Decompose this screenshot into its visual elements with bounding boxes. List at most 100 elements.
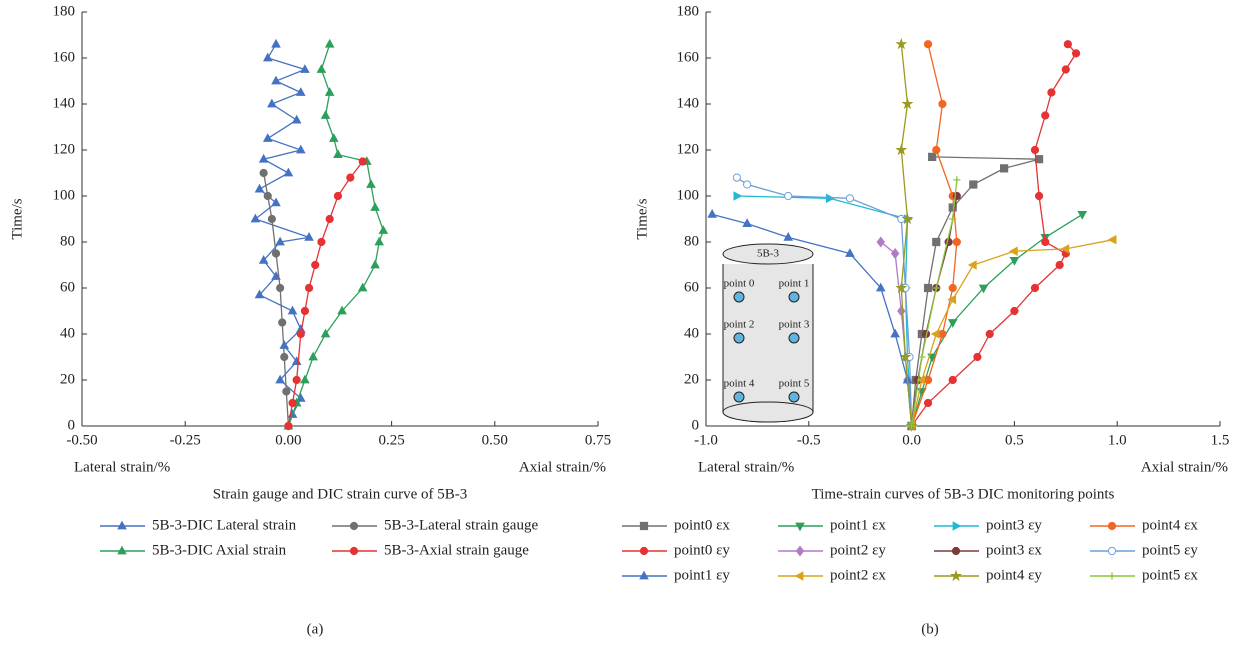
y-axis-label: Time/s — [9, 198, 25, 239]
marker — [952, 237, 961, 247]
marker — [890, 328, 900, 338]
marker — [949, 215, 957, 223]
y-tick-label: 180 — [677, 3, 700, 19]
marker — [1107, 521, 1117, 531]
x-label-left: Lateral strain/% — [74, 459, 170, 475]
marker — [311, 260, 320, 270]
marker — [897, 214, 906, 224]
series-line — [910, 239, 1114, 427]
marker — [932, 284, 940, 292]
series-line — [287, 161, 364, 427]
y-tick-label: 60 — [60, 279, 75, 295]
marker — [333, 149, 343, 158]
legend-label: point5 εx — [1142, 567, 1198, 583]
marker — [639, 570, 649, 580]
legend-label: point2 εy — [830, 542, 886, 558]
marker — [899, 350, 912, 363]
series-line — [736, 177, 913, 427]
marker — [795, 545, 805, 557]
x-tick-label: 1.5 — [1211, 432, 1230, 448]
marker — [1108, 572, 1116, 580]
marker — [1030, 283, 1040, 293]
marker — [978, 284, 989, 294]
x-tick-label: 0.5 — [1005, 432, 1024, 448]
marker — [333, 191, 343, 201]
marker — [918, 353, 926, 361]
marker — [795, 522, 805, 532]
marker — [275, 236, 285, 246]
y-tick-label: 60 — [684, 279, 699, 295]
marker — [349, 546, 359, 556]
inset-label: point 0 — [724, 278, 755, 290]
y-tick-label: 160 — [53, 49, 76, 65]
marker — [784, 191, 793, 201]
caption: (a) — [307, 621, 324, 637]
marker — [901, 212, 914, 225]
marker — [875, 282, 886, 292]
marker — [324, 87, 335, 96]
marker — [985, 329, 994, 339]
x-tick-label: 0.00 — [275, 432, 301, 448]
marker — [890, 247, 900, 260]
y-tick-label: 0 — [692, 417, 700, 433]
marker — [320, 328, 331, 338]
x-tick-label: 0.50 — [482, 432, 508, 448]
inset-point — [733, 391, 745, 403]
marker — [267, 214, 276, 224]
y-tick-label: 140 — [53, 95, 76, 111]
inset-bottom — [722, 401, 814, 423]
marker — [295, 144, 306, 154]
marker — [825, 193, 835, 204]
x-tick-label: -0.25 — [170, 432, 201, 448]
marker — [742, 218, 752, 227]
marker — [895, 143, 908, 156]
marker — [928, 152, 937, 161]
x-tick-label: -0.50 — [66, 432, 97, 448]
marker — [300, 374, 310, 384]
inset-point — [788, 332, 800, 344]
marker — [278, 318, 287, 327]
marker — [325, 214, 334, 224]
marker — [1047, 88, 1056, 97]
marker — [1009, 246, 1018, 257]
x-label-left: Lateral strain/% — [698, 459, 794, 475]
marker — [282, 387, 291, 396]
marker — [1107, 546, 1117, 556]
y-tick-label: 40 — [684, 325, 699, 341]
legend-label: 5B-3-DIC Lateral strain — [152, 517, 297, 533]
marker — [1063, 40, 1072, 49]
marker — [707, 209, 717, 218]
legend-label: 5B-3-DIC Axial strain — [152, 542, 287, 558]
y-axis-label: Time/s — [634, 198, 650, 239]
y-tick-label: 160 — [677, 49, 700, 65]
chart-title: Strain gauge and DIC strain curve of 5B-… — [213, 486, 468, 502]
x-tick-label: 0.0 — [902, 432, 921, 448]
marker — [783, 232, 794, 241]
marker — [308, 351, 318, 361]
marker — [948, 283, 957, 293]
marker — [930, 329, 940, 339]
legend-label: point0 εx — [674, 517, 730, 533]
inset-label: point 5 — [779, 378, 810, 390]
legend-label: point1 εx — [830, 517, 886, 533]
marker — [908, 422, 916, 430]
marker — [743, 180, 752, 189]
marker — [932, 237, 941, 247]
marker — [370, 202, 380, 211]
marker — [923, 375, 933, 385]
marker — [1000, 164, 1009, 173]
marker — [258, 153, 269, 163]
marker — [969, 180, 978, 189]
marker — [271, 75, 281, 85]
marker — [897, 305, 906, 317]
marker — [349, 521, 359, 531]
legend-label: point1 εy — [674, 567, 730, 583]
marker — [262, 133, 273, 142]
marker — [950, 569, 962, 582]
marker — [923, 283, 933, 293]
inset-point — [733, 332, 745, 344]
marker — [292, 375, 301, 385]
marker — [953, 176, 961, 184]
legend-label: point5 εy — [1142, 542, 1198, 558]
marker — [1071, 49, 1081, 58]
